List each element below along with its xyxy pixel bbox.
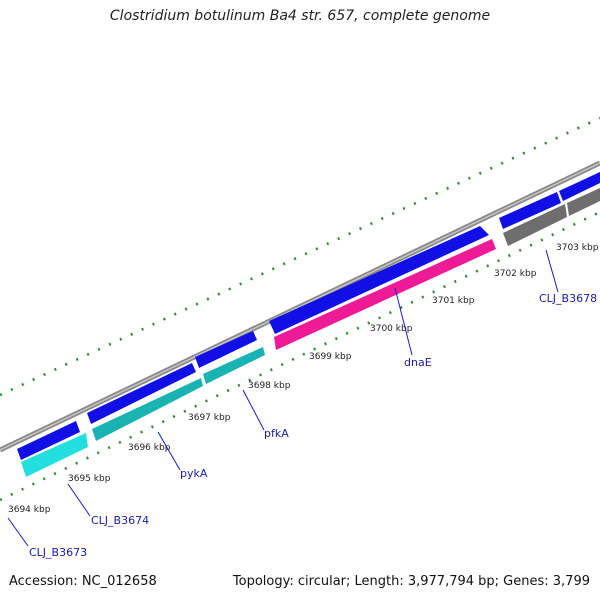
gene-leader-line xyxy=(7,517,29,547)
gene-leader-line xyxy=(157,431,181,471)
gene-label-dnaE[interactable]: dnaE xyxy=(404,356,432,369)
gene-arrow-CLJ_B3674[interactable] xyxy=(21,433,88,477)
gene-arrow-dnaE[interactable] xyxy=(274,239,496,350)
genome-title: Clostridium botulinum Ba4 str. 657, comp… xyxy=(109,8,491,24)
tick-label: 3695 kbp xyxy=(68,474,111,484)
tick-label: 3702 kbp xyxy=(494,269,537,279)
gene-label-CLJ_B3678[interactable]: CLJ_B3678 xyxy=(539,292,597,305)
genome-summary-text: Topology: circular; Length: 3,977,794 bp… xyxy=(232,574,590,589)
gene-arrow-pfkA[interactable] xyxy=(203,347,265,384)
gene-arrow-forward-4[interactable] xyxy=(269,226,489,334)
tick-label: 3699 kbp xyxy=(309,352,352,362)
tick-label: 3697 kbp xyxy=(188,413,231,423)
gene-arrow-CLJ_B3678[interactable] xyxy=(503,204,567,246)
gene-leader-line xyxy=(545,249,559,293)
tick-label: 3694 kbp xyxy=(8,505,51,515)
gene-arrow-forward-6[interactable] xyxy=(559,172,600,201)
gene-arrow-forward-5[interactable] xyxy=(499,192,561,229)
gene-arrow-forward-1[interactable] xyxy=(17,421,80,460)
gene-label-pfkA[interactable]: pfkA xyxy=(264,427,289,440)
gene-arrow-gray-2[interactable] xyxy=(567,188,600,216)
gene-label-CLJ_B3674[interactable]: CLJ_B3674 xyxy=(91,514,149,527)
tick-label: 3696 kbp xyxy=(128,443,171,453)
tick-label: 3698 kbp xyxy=(248,381,291,391)
tick-label: 3703 kbp xyxy=(556,243,599,253)
tick-label: 3700 kbp xyxy=(370,324,413,334)
gene-label-CLJ_B3673[interactable]: CLJ_B3673 xyxy=(29,546,87,559)
gene-label-pykA[interactable]: pykA xyxy=(180,467,208,480)
gene-arrow-forward-2[interactable] xyxy=(87,363,196,424)
gene-leader-line xyxy=(394,287,413,356)
tick-label: 3701 kbp xyxy=(432,296,475,306)
gene-arrow-forward-3[interactable] xyxy=(195,331,257,368)
gene-leader-line xyxy=(242,389,265,431)
accession-text: Accession: NC_012658 xyxy=(9,574,157,589)
inner-tick-track xyxy=(0,210,600,502)
gene-arrow-pykA[interactable] xyxy=(92,378,203,441)
gene-leader-line xyxy=(67,483,91,517)
